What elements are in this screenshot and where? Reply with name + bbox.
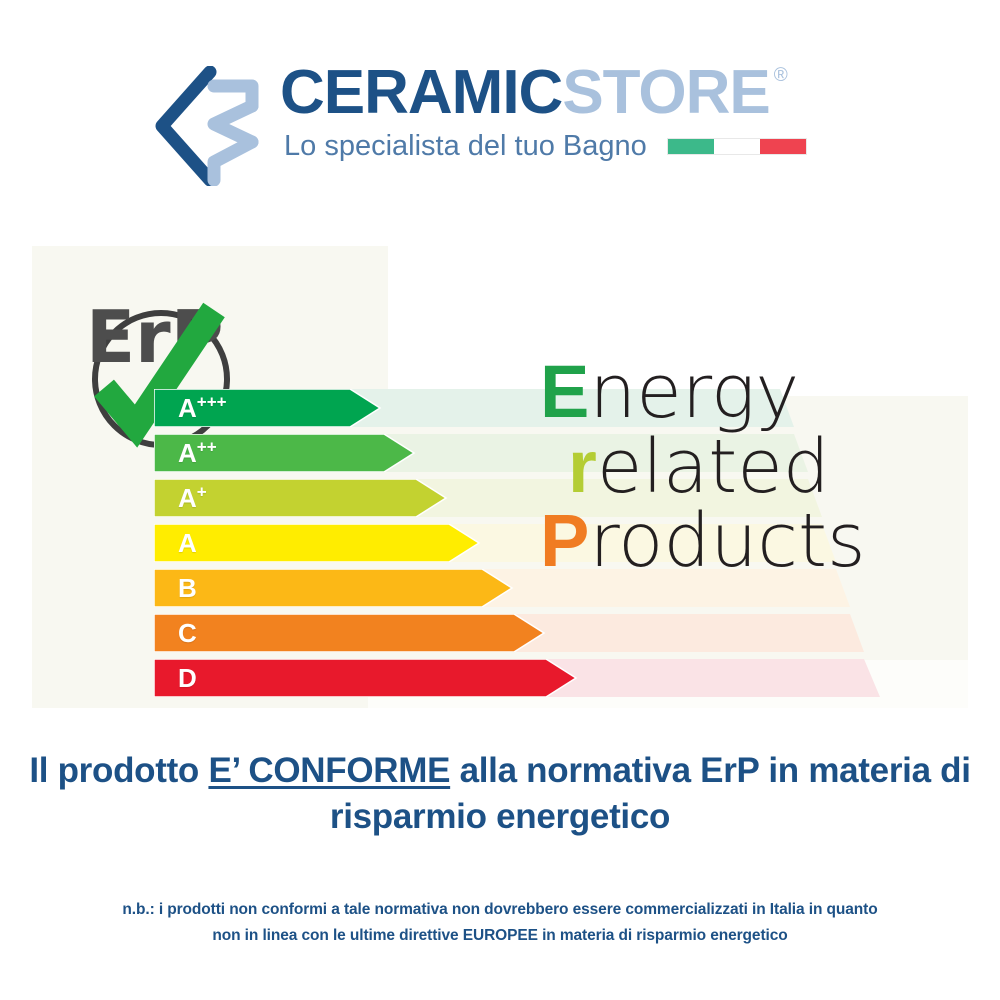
- footnote-line-1: n.b.: i prodotti non conformi a tale nor…: [122, 901, 878, 918]
- wordmark-line-related: related: [540, 429, 960, 504]
- bar-label: A+++: [178, 392, 227, 423]
- bar-label: A++: [178, 437, 217, 468]
- wordmark-rest-products: roducts: [589, 498, 866, 585]
- footnote-line-2-a: non in linea con le ultime direttive: [212, 927, 463, 944]
- headline-emphasis: E’ CONFORME: [208, 751, 451, 790]
- wordmark-cap-e: E: [540, 350, 590, 433]
- site-logo[interactable]: CERAMIC STORE ® Lo specialista del tuo B…: [148, 62, 807, 186]
- bar-label: A+: [178, 482, 207, 513]
- headline-part-1: Il prodotto: [29, 751, 209, 790]
- logo-text: CERAMIC STORE ® Lo specialista del tuo B…: [280, 62, 807, 163]
- wordmark-cap-r: r: [568, 424, 597, 508]
- chevron-double-logo-icon: [148, 66, 266, 186]
- bar-label: D: [178, 663, 197, 693]
- brand-name: CERAMIC STORE ®: [280, 62, 807, 124]
- wordmark-rest-energy: nergy: [589, 349, 800, 435]
- tagline-row: Lo specialista del tuo Bagno: [280, 130, 807, 163]
- panel-white-area-top: [388, 246, 968, 396]
- brand-primary: CERAMIC: [280, 58, 563, 127]
- compliance-footnote: n.b.: i prodotti non conformi a tale nor…: [0, 897, 1000, 949]
- page-header: CERAMIC STORE ® Lo specialista del tuo B…: [0, 0, 1000, 230]
- footnote-line-2-b: in materia di risparmio energetico: [537, 927, 788, 944]
- wordmark-rest-related: elated: [596, 423, 830, 510]
- erp-wordmark: Energy related Products: [540, 355, 960, 579]
- bar-label: C: [178, 618, 197, 648]
- wordmark-line-products: Products: [540, 504, 960, 579]
- brand-secondary: STORE: [562, 58, 770, 127]
- bar-label: A: [178, 528, 197, 558]
- bar-label: B: [178, 573, 197, 603]
- erp-graphic-panel: ErP A+++ A++ A+ A: [32, 246, 968, 708]
- wordmark-line-energy: Energy: [540, 355, 960, 430]
- registered-trademark-icon: ®: [773, 65, 788, 86]
- footnote-line-2-emphasis: EUROPEE: [462, 927, 538, 944]
- italian-flag-icon: [666, 138, 807, 155]
- erp-certification-badge: ErP: [74, 284, 249, 459]
- headline-part-2: alla normativa ErP in materia di risparm…: [329, 751, 971, 836]
- footnote-line-2: non in linea con le ultime direttive EUR…: [0, 923, 1000, 949]
- tagline-text: Lo specialista del tuo Bagno: [284, 130, 647, 162]
- compliance-headline: Il prodotto E’ CONFORME alla normativa E…: [0, 748, 1000, 840]
- wordmark-cap-p: P: [540, 499, 590, 583]
